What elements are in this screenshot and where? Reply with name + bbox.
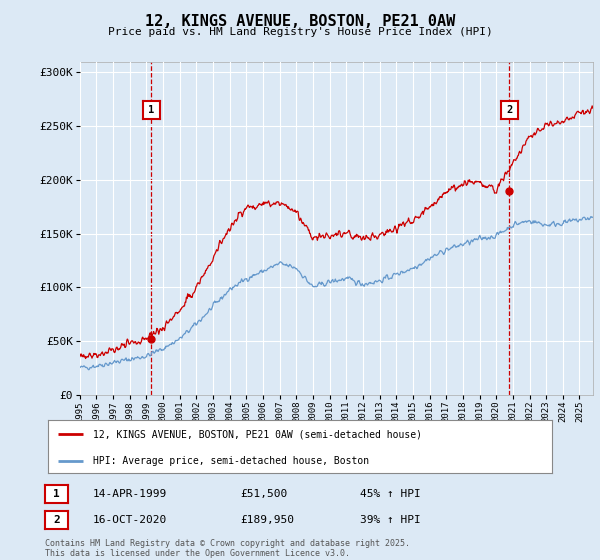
Text: 2: 2 [53, 515, 60, 525]
Text: £189,950: £189,950 [240, 515, 294, 525]
Text: 1: 1 [148, 105, 154, 115]
Text: 45% ↑ HPI: 45% ↑ HPI [360, 489, 421, 499]
Text: 16-OCT-2020: 16-OCT-2020 [93, 515, 167, 525]
Text: 39% ↑ HPI: 39% ↑ HPI [360, 515, 421, 525]
Text: HPI: Average price, semi-detached house, Boston: HPI: Average price, semi-detached house,… [94, 456, 370, 466]
Text: 12, KINGS AVENUE, BOSTON, PE21 0AW (semi-detached house): 12, KINGS AVENUE, BOSTON, PE21 0AW (semi… [94, 430, 422, 440]
Text: 2: 2 [506, 105, 512, 115]
Text: £51,500: £51,500 [240, 489, 287, 499]
Text: 12, KINGS AVENUE, BOSTON, PE21 0AW: 12, KINGS AVENUE, BOSTON, PE21 0AW [145, 14, 455, 29]
Text: Contains HM Land Registry data © Crown copyright and database right 2025.
This d: Contains HM Land Registry data © Crown c… [45, 539, 410, 558]
Text: 14-APR-1999: 14-APR-1999 [93, 489, 167, 499]
Text: Price paid vs. HM Land Registry's House Price Index (HPI): Price paid vs. HM Land Registry's House … [107, 27, 493, 37]
Text: 1: 1 [53, 489, 60, 499]
